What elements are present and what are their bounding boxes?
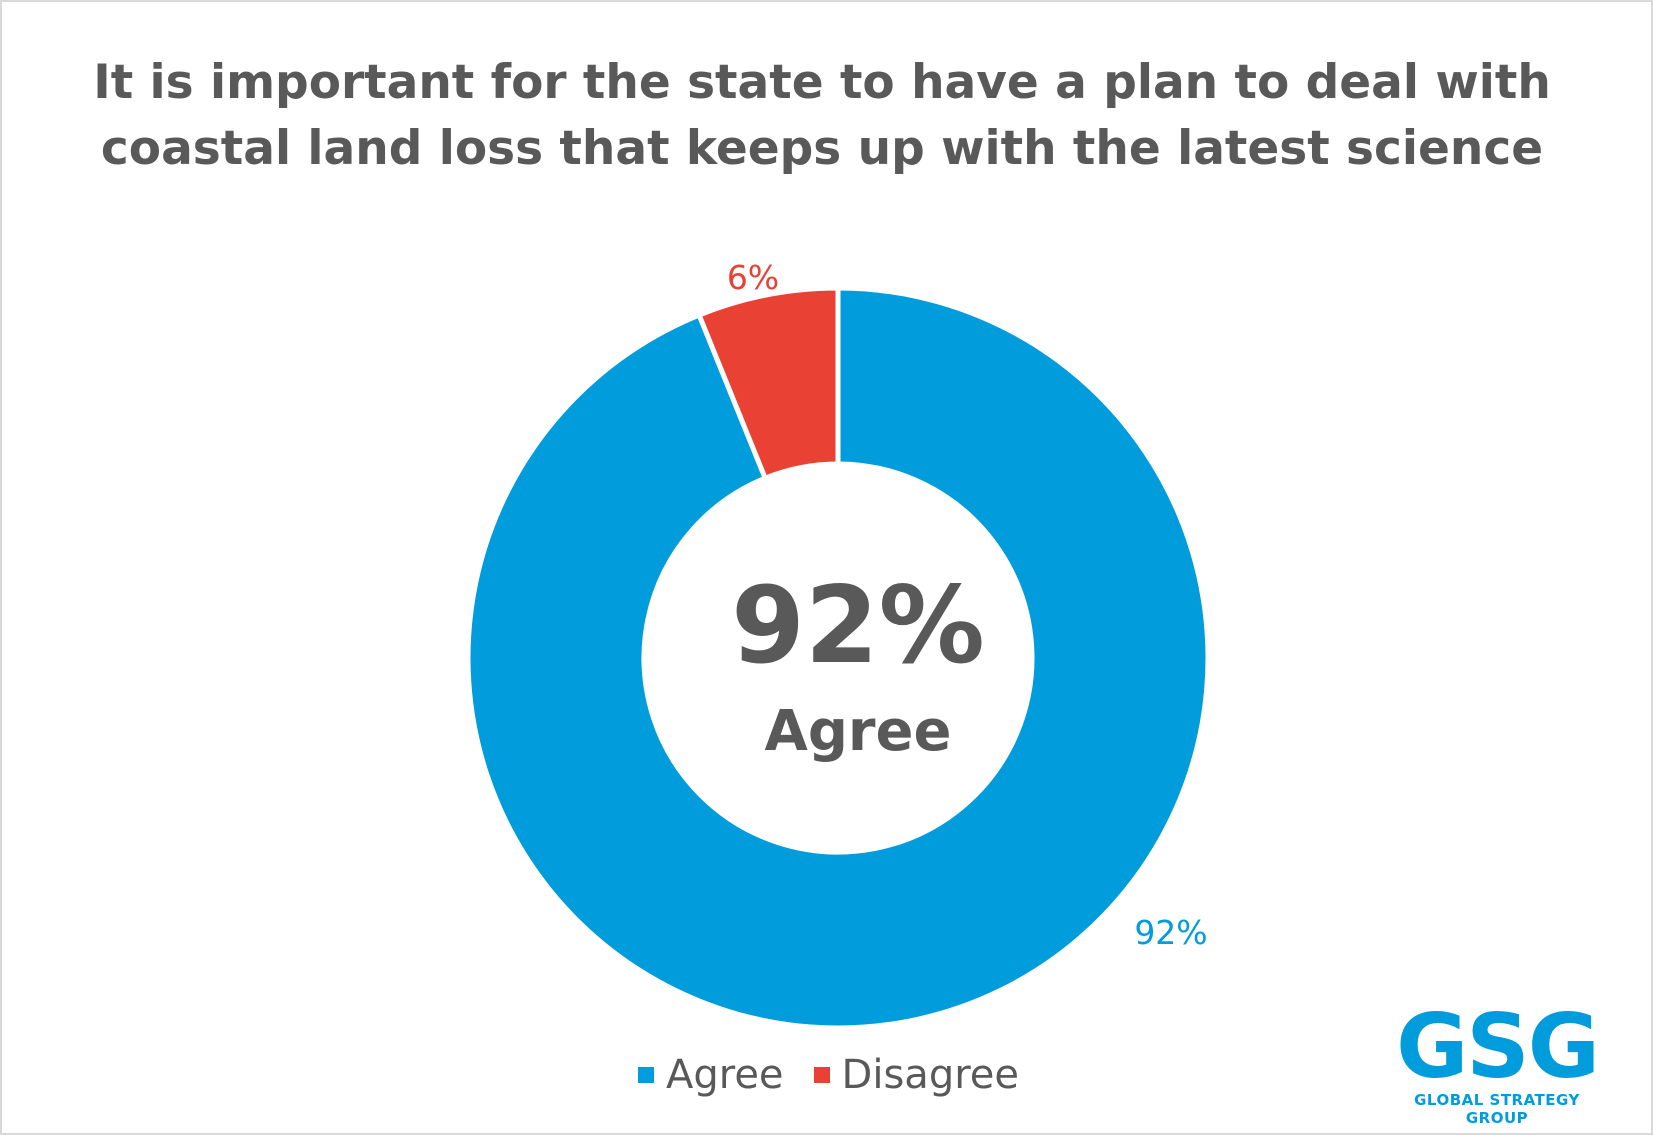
data-label-agree: 92% [1134, 913, 1207, 952]
legend-item-disagree[interactable]: Disagree [813, 1052, 1019, 1098]
chart-legend: Agree Disagree [2, 1052, 1651, 1098]
donut-slice-disagree[interactable] [695, 285, 841, 482]
data-label-disagree: 6% [727, 258, 779, 297]
center-value: 92% [731, 564, 985, 687]
logo-subtitle: GLOBAL STRATEGY GROUP [1414, 1091, 1580, 1127]
chart-title: It is important for the state to have a … [93, 55, 1551, 176]
legend-item-agree[interactable]: Agree [638, 1052, 784, 1098]
legend-swatch-agree [638, 1067, 654, 1083]
legend-swatch-disagree [813, 1067, 830, 1083]
legend-label-agree: Agree [666, 1052, 784, 1098]
gsg-logo: GSG GLOBAL STRATEGY GROUP [1382, 995, 1612, 1128]
center-caption: Agree [764, 699, 951, 764]
legend-label-disagree: Disagree [841, 1052, 1019, 1098]
logo-mark: GSG [1396, 995, 1600, 1098]
donut-slice-agree[interactable] [465, 285, 1211, 1031]
